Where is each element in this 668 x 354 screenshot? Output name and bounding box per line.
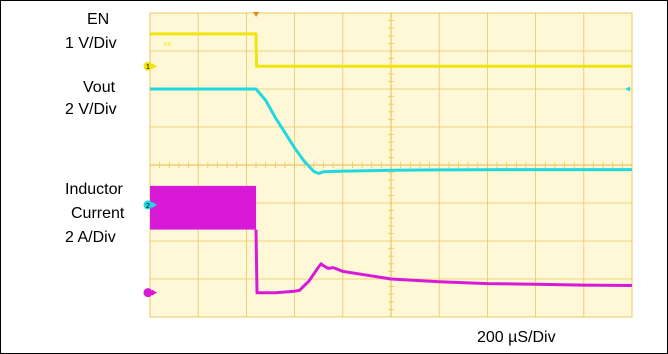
channel-4-marker-arrow: [152, 289, 157, 296]
channel-4-marker: [143, 288, 153, 298]
channel-1-marker: [143, 61, 153, 71]
en-channel-name: EN: [87, 11, 110, 28]
vout-channel-scale: 2 V/Div: [65, 101, 117, 118]
channel-2-marker-arrow: [152, 201, 157, 208]
current-trace: [254, 229, 633, 295]
channel-2-marker: [143, 200, 153, 210]
vout-channel-name: Vout: [83, 79, 116, 96]
current-switching-band: [150, 185, 257, 230]
en-trace-tag: EN: [164, 42, 171, 48]
timebase-label: 200 µS/Div: [477, 329, 556, 346]
current-channel-name-line2: Current: [71, 205, 125, 222]
channel-2-marker-label: 2: [146, 203, 150, 210]
channel-1-marker-label: 1: [146, 64, 150, 71]
vout-reference-arrow: [625, 86, 630, 92]
current-channel-scale: 2 A/Div: [65, 229, 116, 246]
vout-trace: [150, 87, 632, 175]
current-channel-name-line1: Inductor: [65, 181, 123, 198]
en-trace: [150, 32, 632, 68]
channel-1-marker-arrow: [152, 63, 157, 70]
en-channel-scale: 1 V/Div: [65, 35, 117, 52]
trigger-marker: [253, 12, 260, 17]
